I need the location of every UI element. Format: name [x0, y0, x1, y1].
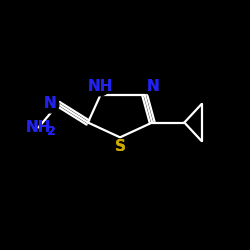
- Text: N: N: [147, 79, 160, 94]
- Text: NH: NH: [88, 79, 113, 94]
- Text: 2: 2: [47, 126, 56, 138]
- Text: NH: NH: [26, 120, 51, 135]
- Text: S: S: [114, 139, 126, 154]
- Text: N: N: [43, 96, 56, 112]
- Text: N: N: [43, 96, 56, 112]
- Text: 2: 2: [47, 126, 56, 138]
- Text: NH: NH: [26, 120, 51, 135]
- Text: N: N: [147, 79, 160, 94]
- Text: NH: NH: [88, 79, 113, 94]
- Text: S: S: [114, 139, 126, 154]
